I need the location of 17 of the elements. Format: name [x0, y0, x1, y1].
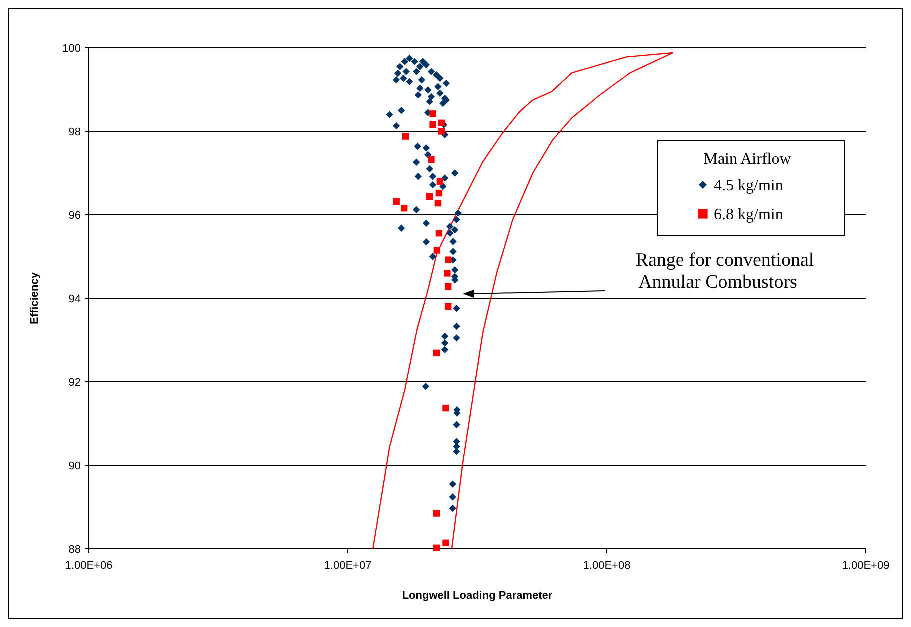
- y-axis-title: Efficiency: [29, 272, 41, 324]
- legend-label: 6.8 kg/min: [714, 206, 784, 224]
- x-tick-label: 1.00E+07: [324, 560, 372, 572]
- x-tick-label: 1.00E+06: [65, 560, 113, 572]
- legend-title: Main Airflow: [704, 151, 792, 168]
- x-tick-label: 1.00E+08: [583, 560, 631, 572]
- annotation: Range for conventional Annular Combustors: [636, 250, 814, 293]
- y-tick-label: 100: [62, 42, 81, 55]
- x-tick-label: 1.00E+09: [842, 560, 890, 572]
- legend-label: 4.5 kg/min: [714, 178, 784, 195]
- x-axis-title: Longwell Loading Parameter: [402, 590, 554, 602]
- y-tick-label: 96: [68, 210, 81, 222]
- y-tick-label: 92: [68, 376, 81, 389]
- y-tick-label: 88: [68, 544, 81, 556]
- y-tick-label: 94: [68, 293, 81, 306]
- y-tick-label: 98: [68, 126, 81, 138]
- y-tick-label: 90: [68, 460, 81, 472]
